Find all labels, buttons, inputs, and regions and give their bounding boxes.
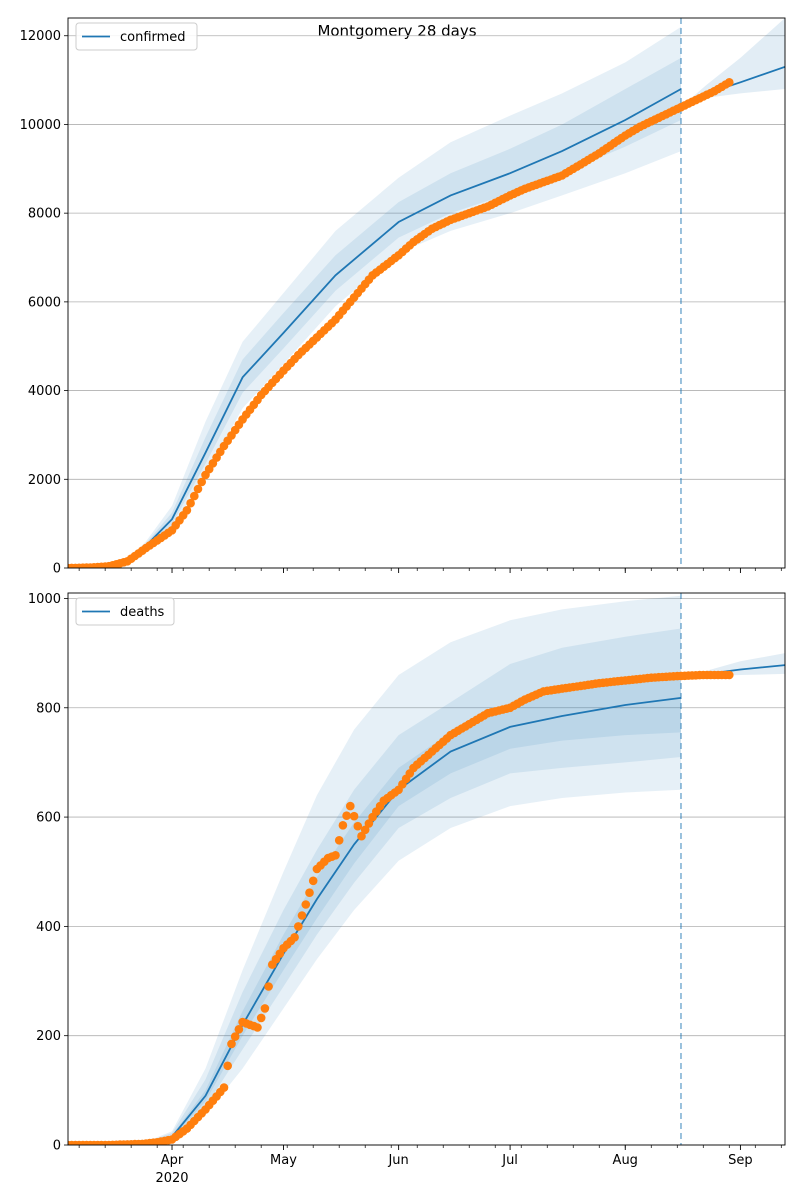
uncertainty-band — [68, 57, 681, 568]
observed-point — [346, 801, 355, 811]
observed-point — [331, 851, 340, 860]
observed-point — [190, 491, 199, 501]
model-line — [68, 697, 682, 1145]
uncertainty-band — [68, 26, 681, 568]
axes-frame — [67, 17, 786, 569]
confirmed-panel: 0 2000 4000 6000 8000 10000 12000 confirmed — [20, 17, 786, 577]
x-tick-label: Aug — [613, 1153, 638, 1168]
observed-point — [342, 811, 351, 820]
observed-point — [219, 1083, 229, 1092]
plot-area — [68, 593, 785, 1145]
legend: deaths — [75, 597, 175, 626]
x-tick-label: Sep — [728, 1153, 753, 1168]
x-tick-label: Apr — [161, 1153, 184, 1168]
year-label: 2020 — [155, 1171, 188, 1186]
y-tick-label: 1000 — [28, 592, 61, 607]
legend-box — [75, 597, 175, 626]
observed-point — [223, 1061, 232, 1071]
observed-point — [230, 1032, 240, 1041]
legend-box — [75, 22, 198, 51]
figure-title: Montgomery 28 days — [317, 22, 476, 40]
observed-point — [264, 982, 273, 991]
forecast-band — [681, 18, 785, 107]
forecast-band — [681, 653, 785, 677]
observed-point — [364, 819, 374, 828]
observed-point — [182, 506, 192, 515]
y-tick-label: 600 — [36, 811, 61, 826]
observed-point — [197, 477, 206, 487]
y-tick-label: 200 — [36, 1029, 61, 1044]
y-tick-label: 10000 — [20, 118, 61, 133]
observed-point — [260, 1004, 270, 1013]
y-tick-label: 0 — [53, 1139, 61, 1154]
observed-point — [234, 1025, 244, 1034]
observed-point — [297, 911, 307, 920]
x-tick-label: Jun — [387, 1153, 408, 1168]
y-tick-label: 12000 — [20, 29, 61, 44]
y-tick-label: 400 — [36, 920, 61, 935]
y-tick-label: 800 — [36, 701, 61, 716]
y-tick-label: 0 — [53, 562, 61, 577]
uncertainty-band — [68, 595, 681, 1145]
plot-area — [68, 18, 785, 568]
x-tick-label: Jul — [501, 1153, 518, 1168]
observed-point — [308, 876, 318, 886]
y-tick-label: 4000 — [28, 384, 61, 399]
y-tick-label: 8000 — [28, 207, 61, 222]
observed-point — [301, 900, 311, 909]
legend: confirmed — [75, 22, 198, 51]
observed-point — [186, 498, 195, 508]
uncertainty-band — [68, 675, 681, 1145]
legend-label: deaths — [120, 605, 165, 620]
observed-point — [290, 933, 299, 942]
observed-point — [227, 1039, 236, 1049]
observed-point — [353, 821, 363, 831]
y-tick-label: 6000 — [28, 295, 61, 310]
x-tick-label: May — [270, 1153, 297, 1168]
deaths-panel: 0 200 400 600 800 1000 Apr May Jun Jul Aug Sep death… — [28, 592, 786, 1168]
observed-point — [725, 670, 734, 680]
observed-point — [725, 78, 734, 87]
observed-point — [334, 836, 344, 845]
uncertainty-band — [68, 628, 681, 1145]
observed-point — [294, 922, 303, 931]
observed-point — [349, 811, 359, 821]
observed-point — [338, 821, 348, 830]
legend-label: confirmed — [120, 30, 186, 45]
observed-point — [305, 888, 314, 897]
observed-point — [256, 1013, 266, 1023]
observed-point — [193, 484, 203, 494]
y-tick-label: 2000 — [28, 473, 61, 488]
observed-point — [253, 1023, 262, 1032]
axes-frame — [67, 592, 786, 1146]
observed-point — [360, 825, 370, 835]
observed-point — [357, 831, 366, 841]
